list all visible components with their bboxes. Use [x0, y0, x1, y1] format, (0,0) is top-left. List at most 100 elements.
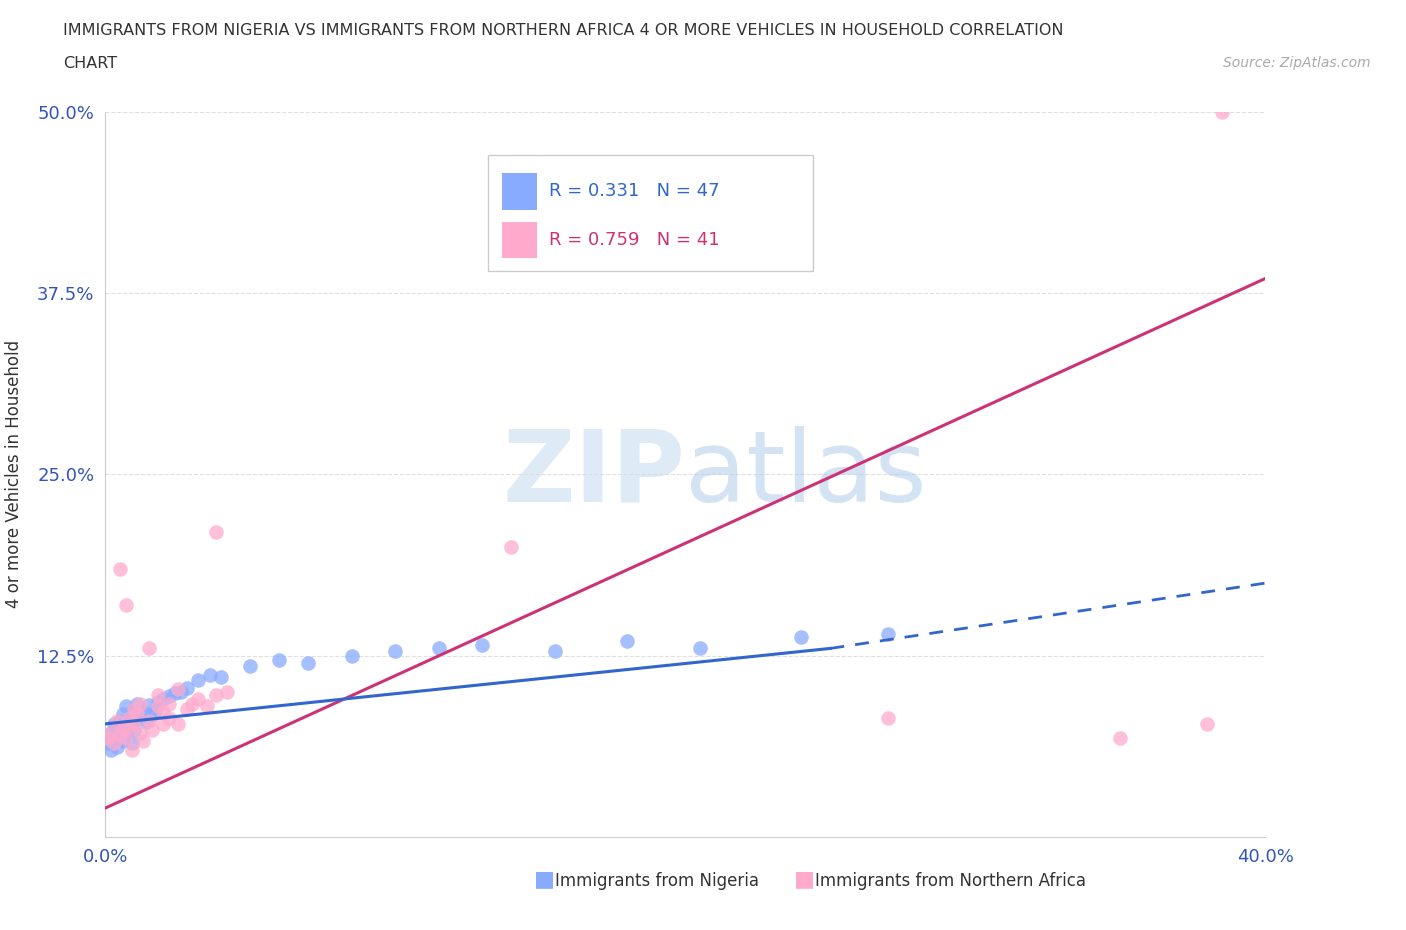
Point [114, 725, 136, 740]
Point [187, 673, 209, 688]
Point [239, 658, 262, 673]
Point [152, 705, 174, 720]
Point [103, 716, 125, 731]
Point [108, 713, 131, 728]
Point [118, 711, 141, 725]
Point [165, 686, 187, 701]
Point [97, 736, 120, 751]
Point [384, 644, 406, 658]
Point [1197, 716, 1219, 731]
Point [143, 703, 166, 718]
Point [217, 684, 239, 699]
Point [138, 641, 160, 656]
Point [111, 734, 134, 749]
Point [141, 723, 163, 737]
Point [176, 702, 198, 717]
Point [100, 742, 122, 757]
Point [501, 539, 523, 554]
Point [616, 633, 638, 648]
Point [114, 597, 136, 612]
Point [204, 525, 226, 539]
Point [103, 736, 125, 751]
Text: atlas: atlas [686, 426, 927, 523]
Point [167, 716, 190, 731]
Point [121, 716, 143, 731]
Point [105, 739, 128, 754]
Point [100, 725, 122, 740]
Point [127, 706, 149, 721]
Point [297, 656, 319, 671]
Point [105, 721, 128, 736]
Point [141, 708, 163, 723]
Text: R = 0.759   N = 41: R = 0.759 N = 41 [548, 231, 720, 249]
Point [195, 699, 218, 714]
Point [111, 721, 134, 736]
Point [111, 706, 134, 721]
Point [157, 711, 180, 725]
Text: Immigrants from Nigeria: Immigrants from Nigeria [555, 871, 759, 890]
Point [129, 696, 152, 711]
Point [97, 731, 120, 746]
Point [135, 715, 157, 730]
Point [689, 641, 711, 656]
Point [124, 702, 146, 717]
Point [167, 682, 190, 697]
Point [471, 638, 494, 653]
Text: Immigrants from Northern Africa: Immigrants from Northern Africa [815, 871, 1087, 890]
Point [124, 716, 146, 731]
Point [114, 731, 136, 746]
Point [269, 653, 291, 668]
Point [132, 734, 155, 749]
Point [204, 687, 226, 702]
Point [1109, 731, 1132, 746]
Point [108, 728, 131, 743]
Point [1211, 104, 1233, 119]
Point [129, 725, 152, 740]
Point [211, 670, 233, 684]
Point [877, 711, 900, 725]
Point [118, 719, 141, 734]
Y-axis label: 4 or more Vehicles in Household: 4 or more Vehicles in Household [6, 340, 22, 608]
Point [121, 736, 143, 751]
Point [146, 687, 169, 702]
Text: Source: ZipAtlas.com: Source: ZipAtlas.com [1223, 56, 1371, 70]
Point [132, 705, 155, 720]
Point [170, 684, 193, 699]
Point [118, 719, 141, 734]
Point [877, 627, 900, 642]
Point [544, 644, 567, 658]
Point [790, 630, 813, 644]
Point [127, 696, 149, 711]
Point [187, 692, 209, 707]
Point [121, 742, 143, 757]
FancyBboxPatch shape [488, 155, 813, 272]
Point [108, 561, 131, 576]
Point [427, 641, 450, 656]
Point [146, 699, 169, 714]
Point [108, 728, 131, 743]
Point [340, 648, 363, 663]
Point [124, 702, 146, 717]
Text: CHART: CHART [63, 56, 117, 71]
FancyBboxPatch shape [502, 173, 537, 209]
Text: ■: ■ [794, 869, 815, 889]
Point [103, 731, 125, 746]
Point [100, 725, 122, 740]
Point [124, 723, 146, 737]
Point [157, 689, 180, 704]
Text: R = 0.331   N = 47: R = 0.331 N = 47 [548, 182, 720, 200]
Point [152, 716, 174, 731]
Text: ■: ■ [534, 869, 555, 889]
Text: IMMIGRANTS FROM NIGERIA VS IMMIGRANTS FROM NORTHERN AFRICA 4 OR MORE VEHICLES IN: IMMIGRANTS FROM NIGERIA VS IMMIGRANTS FR… [63, 23, 1064, 38]
Point [176, 680, 198, 695]
Point [105, 713, 128, 728]
Point [138, 698, 160, 712]
Text: ZIP: ZIP [502, 426, 686, 523]
Point [146, 695, 169, 710]
Point [118, 711, 141, 725]
Point [138, 713, 160, 728]
Point [198, 667, 221, 682]
Point [181, 696, 204, 711]
Point [157, 696, 180, 711]
FancyBboxPatch shape [502, 222, 537, 259]
